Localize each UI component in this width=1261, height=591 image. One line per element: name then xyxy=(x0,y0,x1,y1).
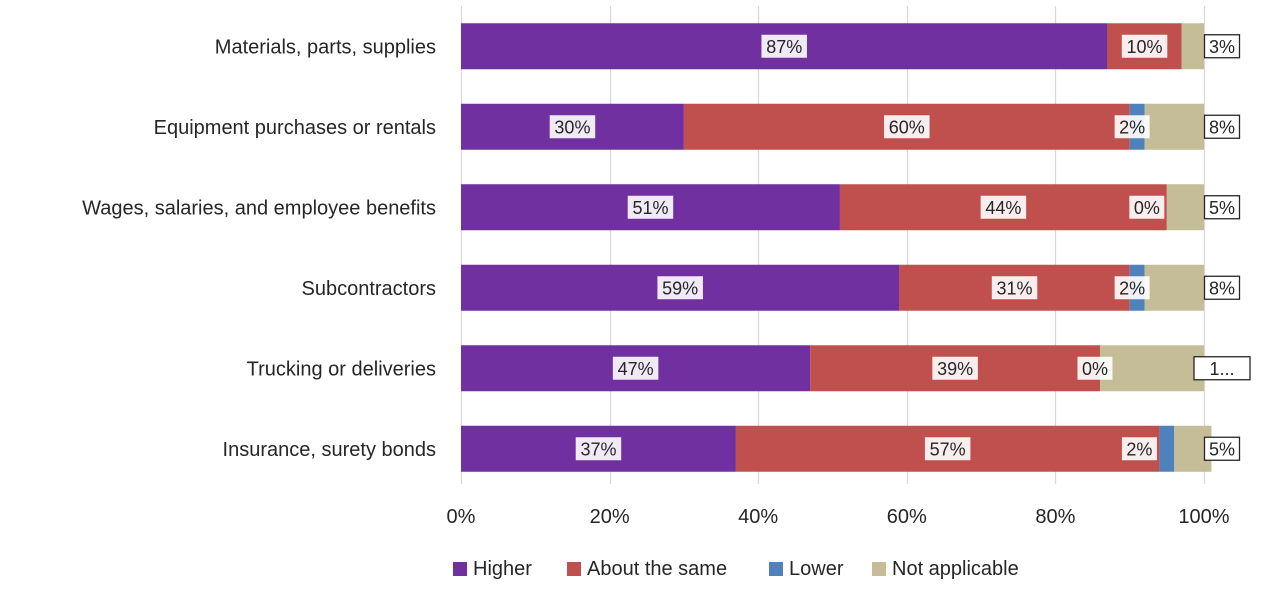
data-label: 10% xyxy=(1127,37,1163,57)
bar-segment-not-applicable xyxy=(1099,345,1204,392)
data-label-box xyxy=(1114,276,1150,300)
data-label: 59% xyxy=(662,278,698,298)
data-label: 0% xyxy=(1134,198,1160,218)
data-label: 2% xyxy=(1126,439,1152,459)
data-label-box xyxy=(991,276,1038,300)
data-label: 57% xyxy=(930,439,966,459)
category-label: Materials, parts, supplies xyxy=(215,36,436,58)
legend-swatch-lower xyxy=(769,562,783,576)
x-tick-label: 80% xyxy=(1035,506,1075,528)
data-label-box xyxy=(1203,34,1241,59)
data-label-box xyxy=(1193,356,1251,381)
data-label-box xyxy=(932,356,978,380)
data-label-box xyxy=(761,34,807,58)
data-label-box xyxy=(1203,195,1241,220)
x-tick-label: 60% xyxy=(887,506,927,528)
data-label-box xyxy=(1077,356,1113,380)
data-label: 51% xyxy=(632,198,668,218)
data-label-box xyxy=(575,437,622,461)
data-label: 2% xyxy=(1119,278,1145,298)
data-label-box xyxy=(1121,437,1157,461)
bar-segment-not-applicable xyxy=(1166,184,1204,231)
data-label: 60% xyxy=(889,117,925,137)
bar-segment-lower xyxy=(1159,425,1175,472)
data-label-box xyxy=(657,276,703,300)
data-label: 37% xyxy=(580,439,616,459)
category-label: Subcontractors xyxy=(301,278,436,300)
data-label-box xyxy=(1121,34,1168,58)
data-label-box xyxy=(1203,436,1241,461)
data-label: 30% xyxy=(554,117,590,137)
legend-label: Lower xyxy=(789,558,844,580)
x-tick-label: 100% xyxy=(1178,506,1229,528)
data-label-box xyxy=(1129,195,1165,219)
legend-swatch-about-the-same xyxy=(567,562,581,576)
data-label: 5% xyxy=(1209,198,1235,218)
x-tick-label: 0% xyxy=(447,506,476,528)
legend-label: Higher xyxy=(473,558,532,580)
data-label-box xyxy=(612,356,659,380)
legend-label: Not applicable xyxy=(892,558,1019,580)
data-label: 8% xyxy=(1209,278,1235,298)
data-label-box xyxy=(627,195,674,219)
data-label: 3% xyxy=(1209,37,1235,57)
data-label-box xyxy=(980,195,1027,219)
data-label: 0% xyxy=(1082,359,1108,379)
data-label-box xyxy=(1203,114,1241,139)
data-label: 31% xyxy=(997,278,1033,298)
data-label: 5% xyxy=(1209,439,1235,459)
data-label-box xyxy=(884,115,930,139)
legend-swatch-not-applicable xyxy=(872,562,886,576)
category-label: Equipment purchases or rentals xyxy=(154,117,436,139)
x-tick-label: 40% xyxy=(738,506,778,528)
data-label: 47% xyxy=(618,359,654,379)
data-label-box xyxy=(1203,275,1241,300)
data-label: 8% xyxy=(1209,117,1235,137)
data-label: 2% xyxy=(1119,117,1145,137)
bar-segment-not-applicable xyxy=(1144,103,1204,150)
data-label: 1... xyxy=(1209,359,1234,379)
category-label: Insurance, surety bonds xyxy=(223,439,436,461)
x-tick-label: 20% xyxy=(590,506,630,528)
data-label: 87% xyxy=(766,37,802,57)
data-label-box xyxy=(924,437,971,461)
data-label-box xyxy=(549,115,596,139)
data-label: 39% xyxy=(937,359,973,379)
category-label: Trucking or deliveries xyxy=(247,358,436,380)
legend-swatch-higher xyxy=(453,562,467,576)
bar-segment-not-applicable xyxy=(1144,264,1204,311)
data-label: 44% xyxy=(985,198,1021,218)
bar-segment-not-applicable xyxy=(1181,23,1204,70)
data-label-box xyxy=(1114,115,1150,139)
category-label: Wages, salaries, and employee benefits xyxy=(82,197,436,219)
legend-label: About the same xyxy=(587,558,727,580)
